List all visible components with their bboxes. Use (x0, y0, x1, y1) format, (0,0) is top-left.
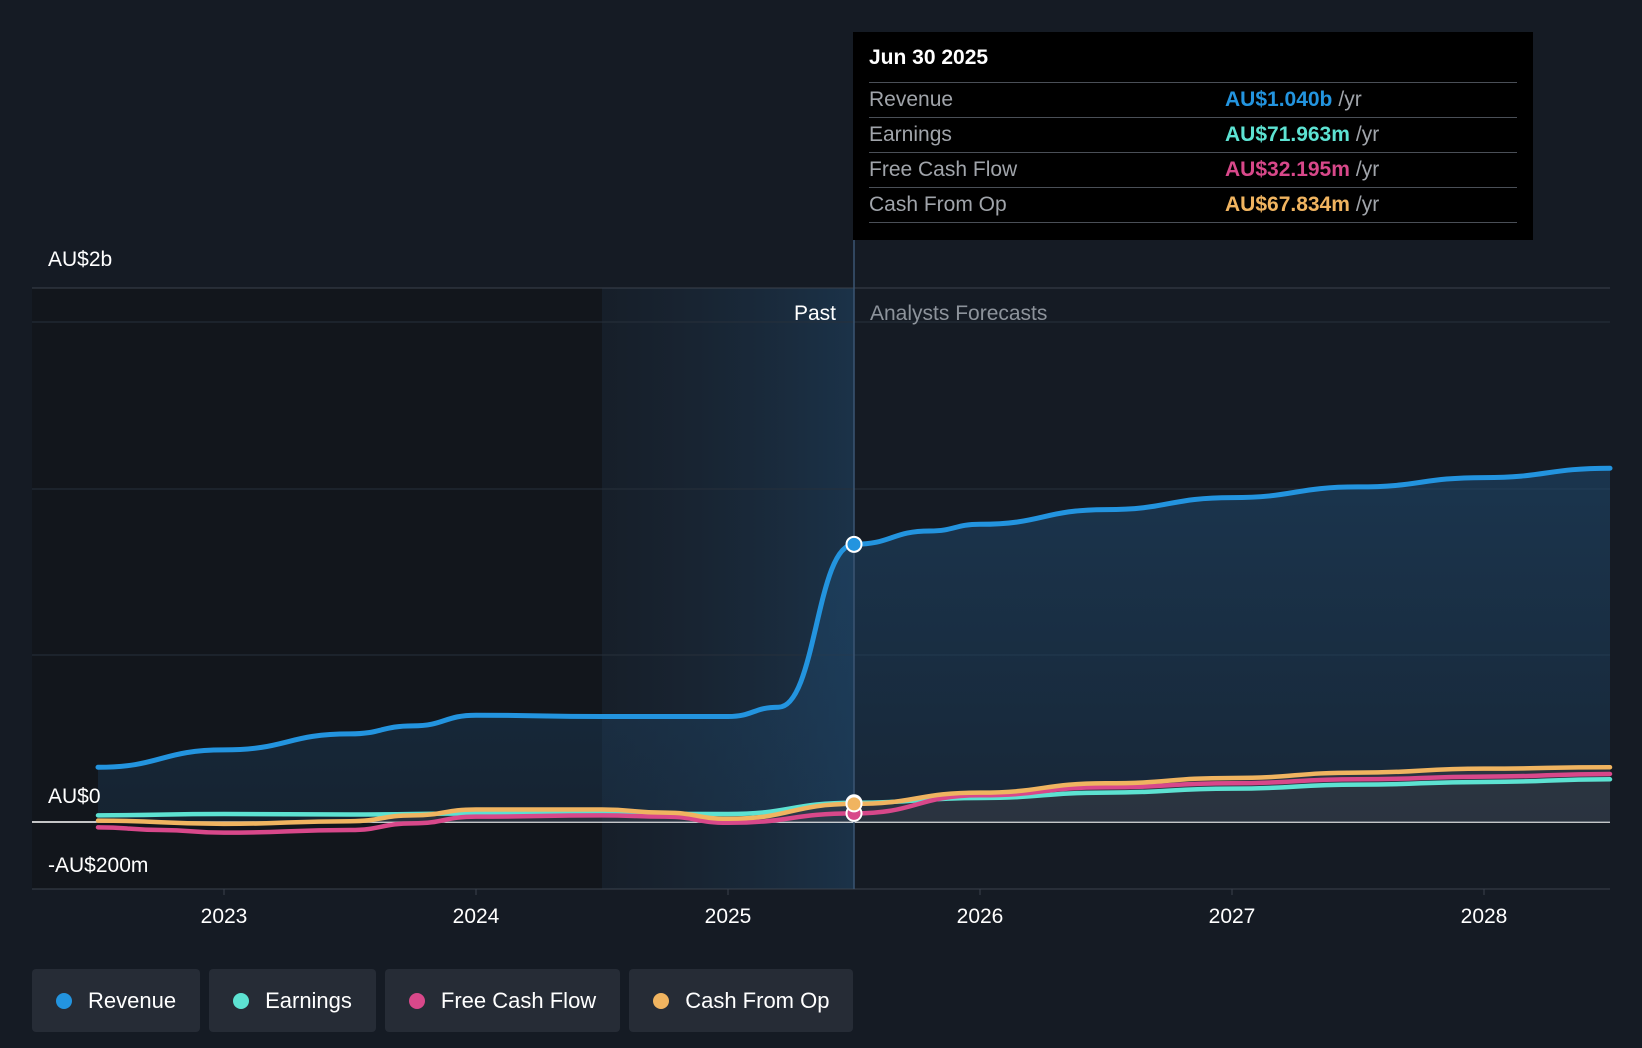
tooltip-value: AU$67.834m/yr (1225, 193, 1380, 216)
x-tick-label: 2027 (1209, 905, 1256, 928)
legend-dot-icon (408, 992, 425, 1009)
tooltip: Jun 30 2025 Revenue AU$1.040b/yr Earnings A… (853, 32, 1533, 240)
x-tick-label: 2028 (1461, 905, 1508, 928)
legend-label: Cash From Op (685, 987, 830, 1013)
legend-item-free-cash-flow[interactable]: Free Cash Flow (384, 969, 621, 1032)
tooltip-unit: /yr (1355, 193, 1380, 216)
y-tick-label: AU$0 (48, 785, 101, 808)
tooltip-label: Free Cash Flow (869, 158, 1018, 181)
tooltip-unit: /yr (1355, 123, 1380, 146)
y-tick-label: AU$2b (48, 248, 112, 271)
tooltip-date: Jun 30 2025 (869, 46, 1517, 83)
hover-markers (845, 535, 863, 822)
x-axis-labels: 2023 2024 2025 2026 2027 2028 (201, 889, 1508, 928)
legend-item-revenue[interactable]: Revenue (32, 969, 201, 1032)
x-tick-label: 2024 (453, 905, 500, 928)
legend-item-cash-from-op[interactable]: Cash From Op (629, 969, 854, 1032)
y-axis-labels: AU$2b AU$0 -AU$200m (48, 248, 148, 877)
x-tick-label: 2026 (957, 905, 1004, 928)
tooltip-label: Earnings (869, 123, 952, 146)
legend-label: Free Cash Flow (440, 987, 597, 1013)
tooltip-label: Revenue (869, 88, 954, 111)
tooltip-value: AU$71.963m/yr (1225, 123, 1380, 146)
tooltip-row: Cash From Op AU$67.834m/yr (869, 188, 1517, 223)
cash-from-op-marker (845, 795, 863, 813)
legend-dot-icon (233, 992, 250, 1009)
x-tick-label: 2025 (705, 905, 752, 928)
legend-label: Revenue (88, 987, 177, 1013)
tooltip-value: AU$32.195m/yr (1225, 158, 1380, 181)
past-label: Past (794, 302, 836, 325)
legend-dot-icon (56, 992, 72, 1009)
tooltip-row: Revenue AU$1.040b/yr (869, 83, 1517, 118)
legend-label: Earnings (265, 987, 352, 1013)
tooltip-row: Free Cash Flow AU$32.195m/yr (869, 153, 1517, 188)
legend-dot-icon (653, 992, 670, 1009)
x-tick-label: 2023 (201, 905, 248, 928)
legend-item-earnings[interactable]: Earnings (209, 969, 376, 1032)
cash-from-op-line (95, 765, 1613, 827)
free-cash-flow-line (95, 771, 1613, 835)
tooltip-unit: /yr (1355, 158, 1380, 181)
tooltip-row: Earnings AU$71.963m/yr (869, 118, 1517, 153)
tooltip-value: AU$1.040b/yr (1225, 88, 1362, 111)
forecast-label: Analysts Forecasts (870, 302, 1047, 325)
tooltip-unit: /yr (1338, 88, 1362, 111)
revenue-line (95, 465, 1613, 770)
tooltip-label: Cash From Op (869, 193, 1007, 216)
y-tick-label: -AU$200m (48, 854, 148, 877)
legend: Revenue Earnings Free Cash Flow Cash From O… (32, 969, 854, 1032)
revenue-marker (845, 535, 863, 553)
